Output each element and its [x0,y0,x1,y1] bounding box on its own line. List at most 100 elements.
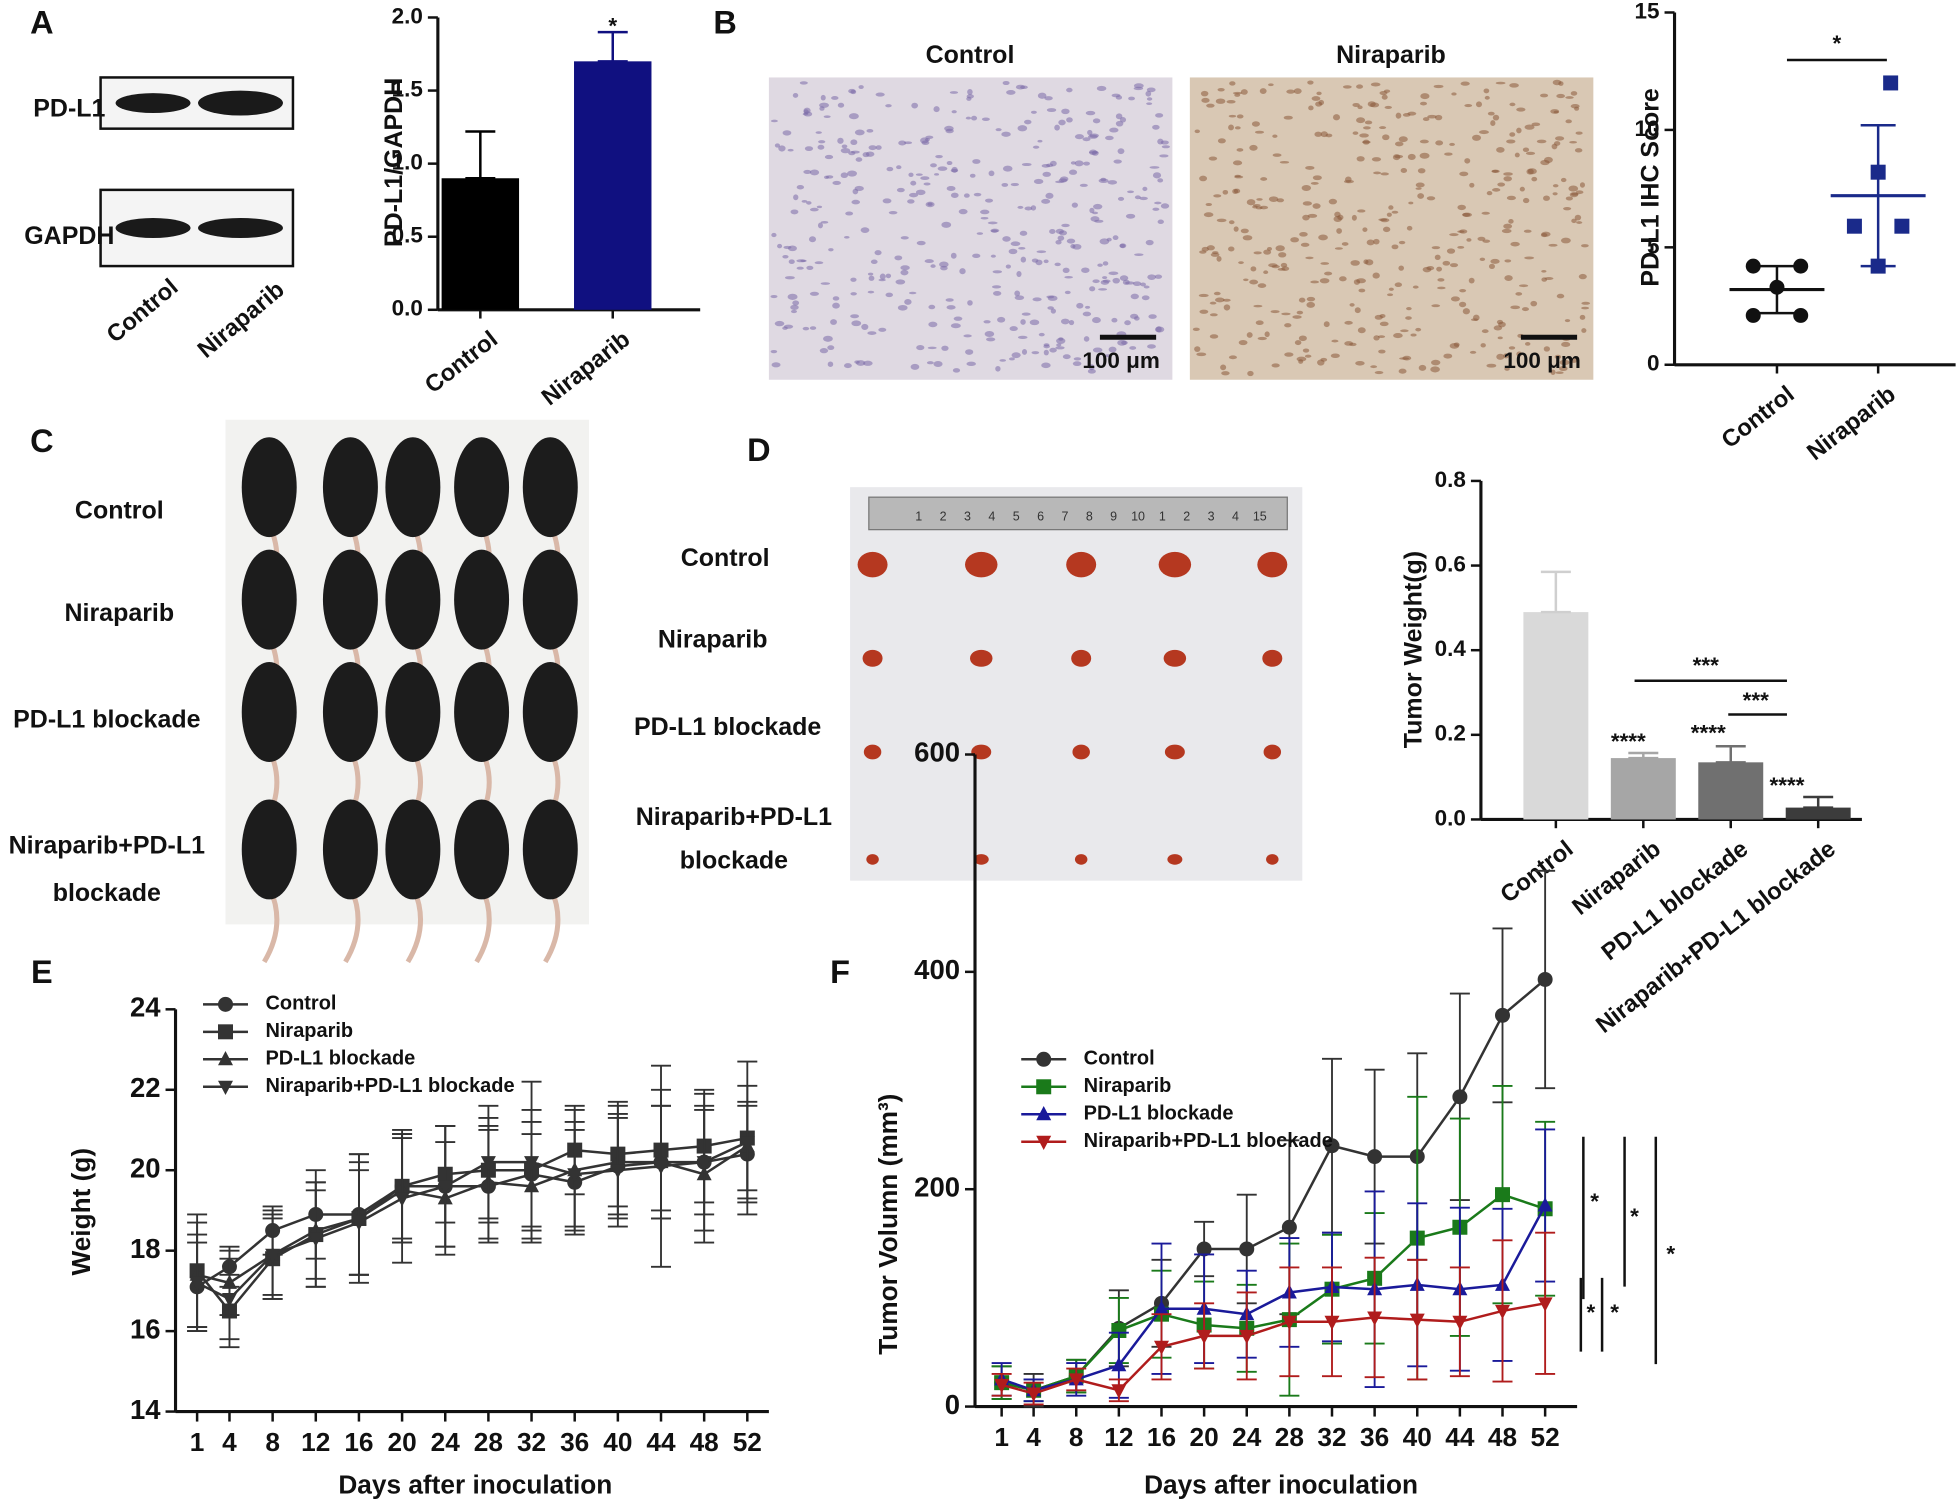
cell [1119,243,1126,248]
cell [816,205,823,209]
cell [950,192,959,198]
cell [1371,157,1382,162]
tumor [1167,854,1183,865]
cell [1462,308,1470,315]
cell [1443,353,1453,359]
cell [1246,199,1256,206]
cell [900,236,909,240]
annotation: * [1590,1189,1599,1214]
cell [1496,147,1505,153]
cell [796,184,805,190]
cell [1307,80,1314,85]
cell [1496,353,1505,360]
cell [934,173,940,176]
cell [1574,148,1583,153]
cell [1312,175,1322,181]
cell [983,320,991,324]
tumor [1071,649,1092,667]
tumor [857,551,888,578]
ruler-number: 5 [1013,509,1020,523]
cell [1524,342,1531,346]
cell [1408,201,1414,205]
cell [945,298,954,302]
cell [801,199,808,203]
cell [1215,98,1226,104]
cell [1552,184,1559,188]
cell [1054,262,1061,267]
bar [1523,612,1589,820]
blot-lane-label: Control [102,274,183,348]
cell [1210,252,1220,257]
cell [1359,133,1369,138]
mouse [241,799,297,900]
ruler-number: 2 [1183,509,1190,523]
cell [1318,99,1325,106]
cell [966,96,972,101]
cell [1482,239,1491,243]
cell [1234,93,1241,97]
cell [1017,335,1028,340]
cell [1249,144,1258,151]
cell [1504,366,1510,371]
cell [1316,91,1322,96]
cell [1437,286,1446,290]
y-tick-label: 5 [1647,233,1659,258]
bar [1698,762,1764,820]
cell [1402,355,1412,361]
cell [1074,160,1084,167]
cell [1031,351,1040,355]
x-tick-label: 52 [733,1427,762,1457]
cell [1155,113,1164,118]
cell [783,324,794,329]
cell [1266,246,1273,251]
cell [1089,207,1095,214]
cell [1508,219,1514,224]
cell [1407,153,1416,161]
y-tick-label: 400 [914,954,960,985]
cell [1419,152,1430,159]
cell [1349,303,1355,307]
blot-band [198,90,283,116]
cell [1070,161,1076,165]
cell [1010,182,1019,187]
cell [925,201,935,208]
y-tick-label: 0.0 [1435,805,1466,830]
cell [863,360,873,366]
cell [999,359,1007,362]
cell [841,144,848,149]
cell [946,185,956,191]
tumor [1257,551,1288,578]
y-tick-label: 20 [130,1152,161,1183]
point [1111,1357,1127,1372]
cell [1522,147,1530,152]
cell [1559,359,1570,366]
cell [1418,364,1427,371]
cell [1576,221,1583,224]
cell [1194,129,1200,134]
cell [1305,165,1315,170]
cell [1059,176,1069,182]
cell [1378,349,1386,354]
cell [1062,354,1071,360]
x-axis-label: Days after inoculation [1144,1469,1418,1499]
cell [1002,80,1010,86]
cell [1102,276,1108,280]
cell [1092,317,1101,324]
cell [1320,262,1330,265]
cell [850,314,860,319]
cell [1031,258,1039,263]
cell [1508,346,1516,350]
cell [963,334,972,338]
cell [1406,306,1412,311]
cell [1451,92,1457,96]
x-tick-label: 4 [1026,1422,1041,1452]
point [994,1378,1010,1394]
cell [1374,370,1384,375]
cell [1203,212,1214,218]
cell [1487,111,1495,116]
cell [1405,316,1412,320]
cell [1272,153,1282,157]
y-tick-label: 0.0 [392,296,423,321]
bar [1610,758,1676,820]
tumor [1263,744,1282,760]
